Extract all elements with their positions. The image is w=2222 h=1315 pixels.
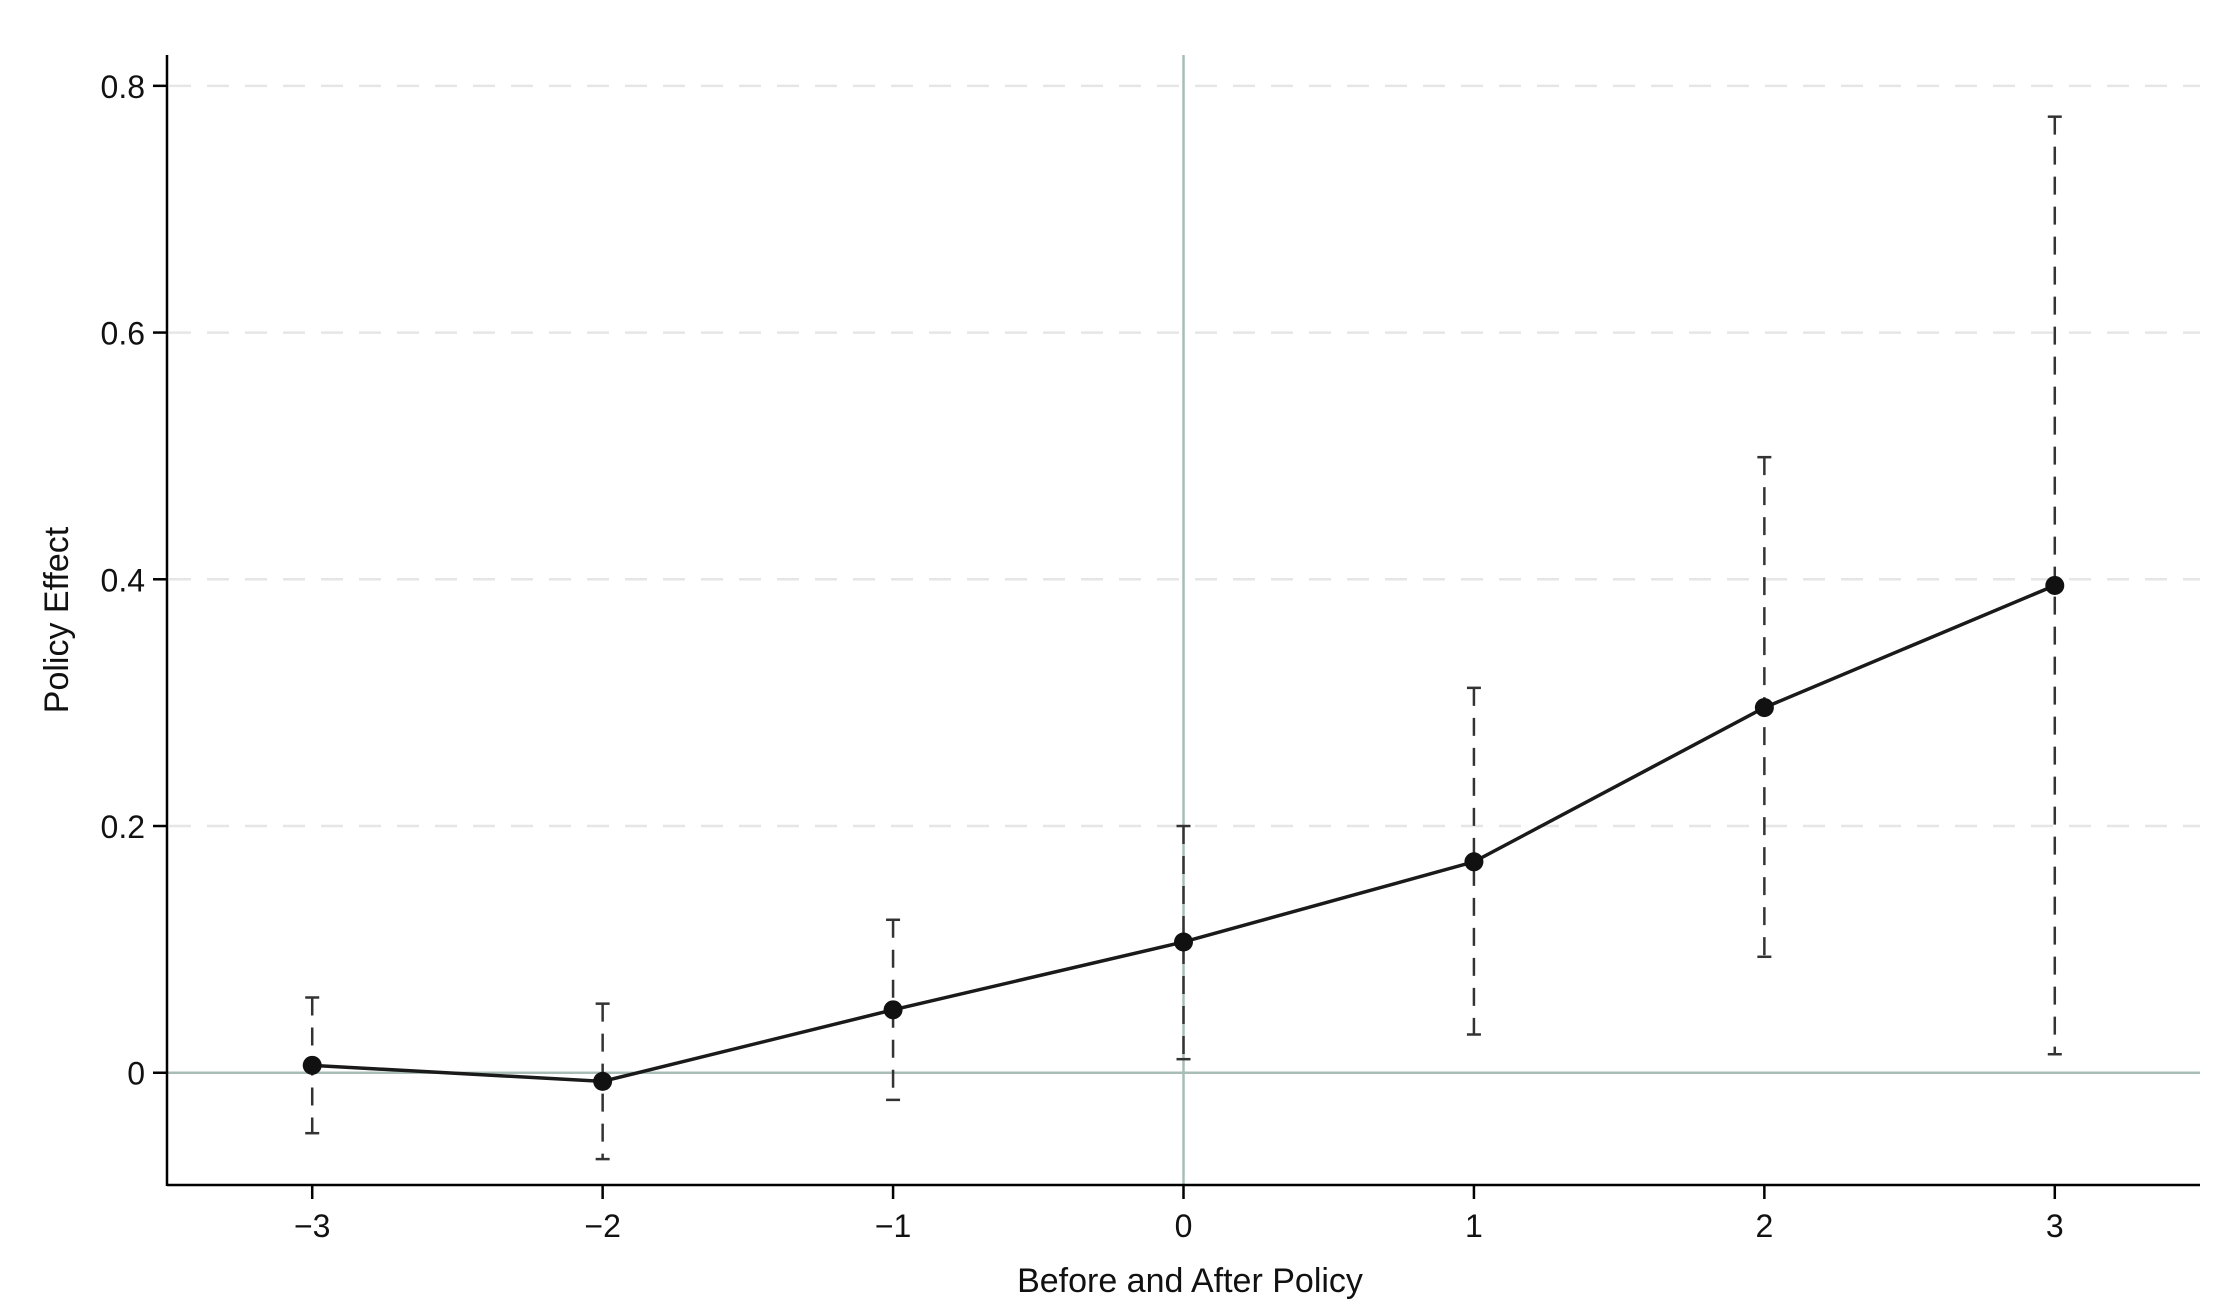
tick-labels: 0 0.2 0.4 0.6 0.8 −3 −2 −1 0 1 2 3 — [101, 69, 2064, 1244]
x-tick-label: −2 — [584, 1208, 620, 1244]
axes — [153, 55, 2200, 1199]
point-markers — [302, 575, 2065, 1091]
x-tick-label: 3 — [2046, 1208, 2064, 1244]
data-point — [593, 1071, 613, 1091]
data-point — [883, 1000, 903, 1020]
y-tick-label: 0.2 — [101, 809, 145, 845]
x-axis-title: Before and After Policy — [1017, 1262, 1363, 1300]
x-tick-label: 0 — [1175, 1208, 1193, 1244]
x-tick-label: −3 — [294, 1208, 330, 1244]
y-tick-label: 0.6 — [101, 316, 145, 352]
x-tick-label: −1 — [875, 1208, 911, 1244]
data-point — [302, 1055, 322, 1075]
y-tick-label: 0.4 — [101, 562, 145, 598]
y-tick-label: 0.8 — [101, 69, 145, 105]
data-point — [1754, 698, 1774, 718]
data-point — [2045, 575, 2065, 595]
x-tick-label: 2 — [1755, 1208, 1773, 1244]
reference-lines — [167, 55, 2200, 1185]
data-point — [1174, 932, 1193, 952]
grid-layer — [169, 84, 2200, 828]
y-axis-title: Policy Effect — [38, 526, 76, 713]
y-tick-label: 0 — [127, 1056, 145, 1092]
data-point — [1464, 852, 1484, 872]
x-tick-label: 1 — [1465, 1208, 1483, 1244]
